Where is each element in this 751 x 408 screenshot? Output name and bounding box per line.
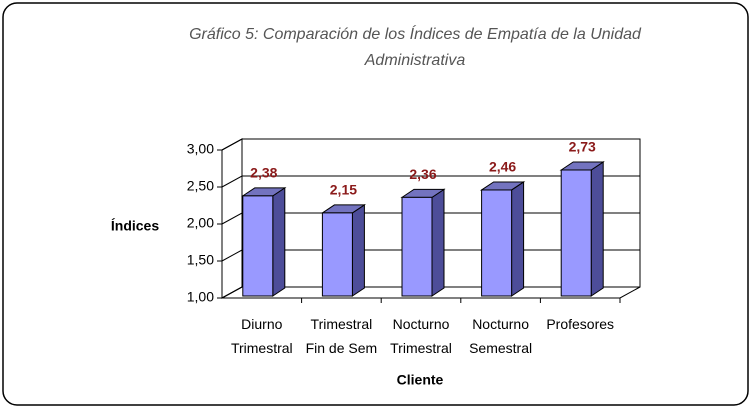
bar (481, 189, 513, 297)
y-tick-label: 1,00 (187, 289, 214, 305)
y-tick-label: 3,00 (187, 141, 214, 157)
bar-side (511, 181, 525, 297)
value-label: 2,73 (569, 139, 596, 155)
grid-line (221, 175, 640, 188)
bar (242, 195, 274, 297)
x-tick-label: Nocturno Trimestral (390, 316, 452, 356)
bar-side (272, 186, 286, 297)
y-axis-label: Índices (111, 218, 159, 234)
y-tick-label: 2,50 (187, 178, 214, 194)
bar-side (351, 203, 365, 297)
bar (321, 212, 353, 297)
bar-side (431, 188, 445, 297)
chart-title: Gráfico 5: Comparación de los Índices de… (189, 26, 641, 69)
value-label: 2,36 (409, 166, 436, 182)
x-tick-label: Profesores (546, 316, 615, 332)
grid-line (221, 138, 640, 151)
value-label: 2,46 (489, 159, 516, 175)
bar (401, 196, 433, 297)
bar-side (590, 161, 604, 297)
y-tick-label: 1,50 (187, 252, 214, 268)
bar (560, 169, 592, 297)
x-tick-label: Nocturno Semestral (469, 316, 533, 356)
y-tick-label: 2,00 (187, 215, 214, 231)
value-label: 2,15 (330, 182, 357, 198)
x-tick-label: Trimestral Fin de Sem (305, 316, 378, 356)
x-axis-label: Cliente (397, 372, 444, 388)
value-label: 2,38 (250, 165, 277, 181)
x-tick-label: Diurno Trimestral (230, 316, 293, 356)
